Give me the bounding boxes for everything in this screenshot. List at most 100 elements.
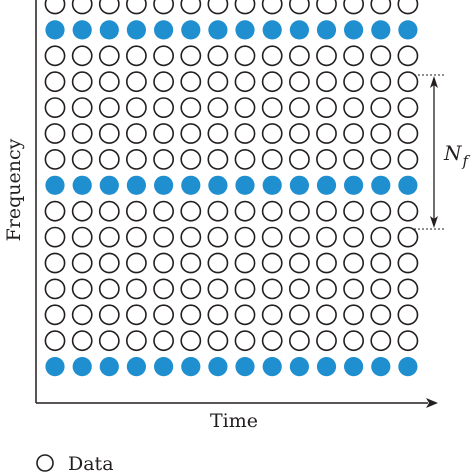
data-symbol [343,278,365,300]
data-symbol [234,252,256,274]
data-symbol [316,0,337,15]
data-symbol [397,304,419,326]
pilot-spacing-annotation: Nf [414,74,471,230]
pilot-symbol [344,20,364,40]
data-symbol [397,330,419,352]
data-symbol [343,71,365,93]
data-symbol [98,226,120,248]
data-symbol [180,226,202,248]
data-symbol [261,148,283,170]
pilot-symbol [344,175,364,195]
data-symbol [288,304,310,326]
data-symbol [71,45,93,67]
data-symbol [125,71,147,93]
data-symbol [44,200,66,222]
pilot-symbol [181,175,201,195]
data-symbol [180,278,202,300]
pilot-symbol [371,357,391,377]
data-symbol [44,123,66,144]
data-symbol [98,71,120,93]
pilot-symbol [208,20,228,40]
data-symbol [98,200,120,222]
data-symbol [71,252,93,274]
data-symbol [153,45,175,67]
pilot-symbol [316,175,337,195]
data-symbol [125,148,147,170]
pilot-symbol [154,175,174,195]
data-symbol [44,330,66,352]
data-symbol [180,123,202,144]
data-symbol [316,97,337,119]
data-symbol [316,330,337,352]
data-symbol [153,304,175,326]
data-symbol [44,97,66,119]
pilot-symbol [45,175,65,195]
pilot-symbol [289,175,309,195]
pilot-symbol [181,20,201,40]
data-symbol [44,148,66,170]
data-symbol [98,0,120,15]
data-symbol [207,226,229,248]
pilot-symbol [126,20,146,40]
pilot-symbol [398,175,418,195]
data-symbol [261,252,283,274]
data-symbol [153,200,175,222]
data-symbol [397,97,419,119]
data-symbol [316,226,337,248]
pilot-symbol [235,20,255,40]
nf-label: Nf [443,141,471,170]
data-symbol [153,97,175,119]
pilot-symbol [235,357,255,377]
data-symbol [288,226,310,248]
data-symbol [316,45,337,67]
data-symbol [180,97,202,119]
data-symbol [207,330,229,352]
data-symbol [98,45,120,67]
data-symbol [125,278,147,300]
data-symbol [370,252,392,274]
data-symbol [370,123,392,144]
data-symbol [343,0,364,15]
data-symbol [397,148,419,170]
spacing-arrowhead-down [430,216,438,228]
pilot-symbol [126,175,146,195]
data-symbol [207,71,229,93]
data-symbol [207,0,229,15]
data-symbol [288,123,310,144]
data-symbol [397,278,419,300]
data-symbol [234,45,256,67]
data-symbol [234,123,256,144]
x-axis-arrowhead [426,398,438,408]
data-symbol [71,278,93,300]
data-symbol [180,252,202,274]
pilot-symbol [72,175,92,195]
pilot-symbol [45,20,65,40]
pilot-symbol [99,357,119,377]
data-symbol [343,226,365,248]
data-symbol [234,0,256,15]
data-symbol [288,148,310,170]
data-symbol [370,71,392,93]
data-symbol [44,71,66,93]
data-symbol [207,304,229,326]
data-symbol [153,148,175,170]
data-symbol [397,200,419,222]
pilot-symbol [208,175,228,195]
data-symbol [289,0,310,15]
data-symbol [71,123,93,144]
pilot-symbol [371,175,391,195]
data-symbol [153,330,175,352]
data-symbol [370,148,392,170]
data-symbol [343,97,365,119]
data-symbol [234,71,256,93]
data-symbol [153,71,175,93]
data-symbol [153,278,175,300]
data-symbol [98,278,120,300]
data-symbol [153,226,175,248]
pilot-symbol [289,357,309,377]
data-symbol [343,148,365,170]
pilot-symbol [289,20,309,40]
data-symbol [343,304,365,326]
data-symbol [234,148,256,170]
